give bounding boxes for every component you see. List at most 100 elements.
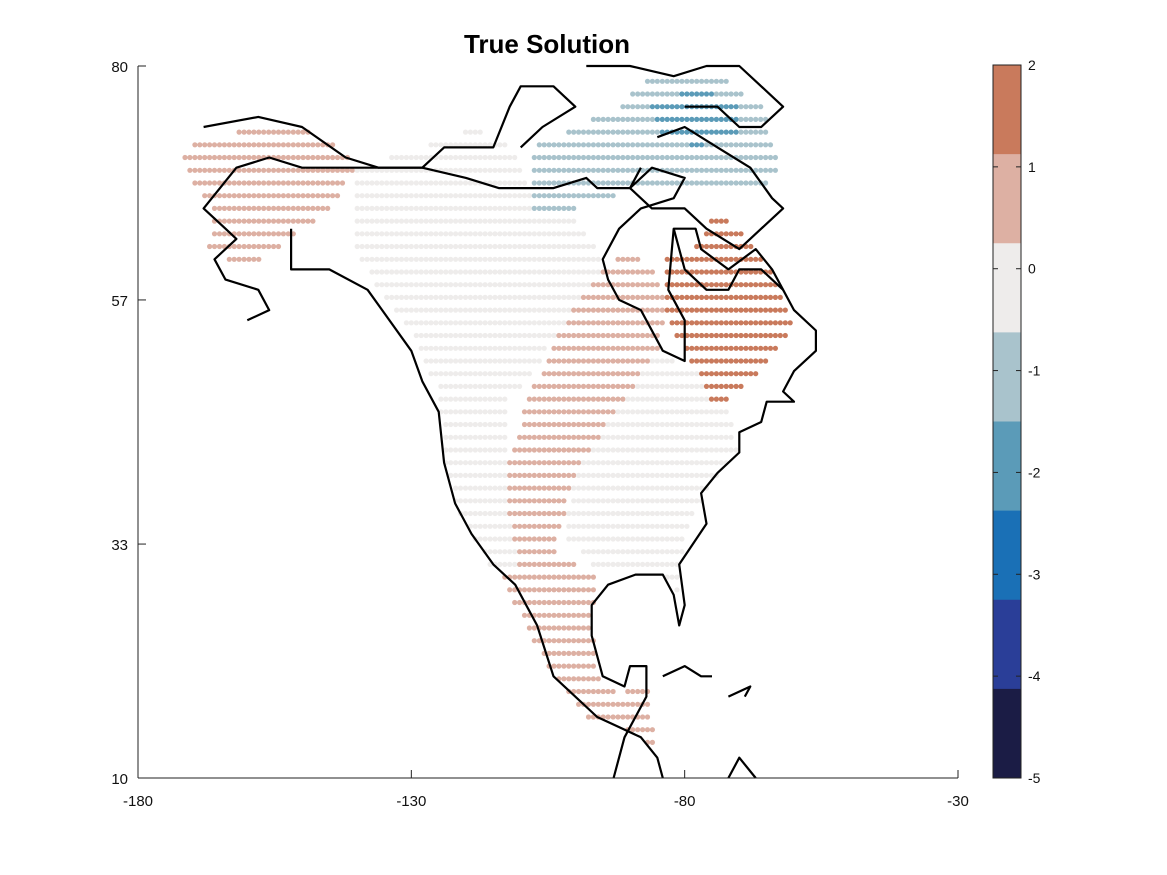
- data-point: [713, 447, 720, 453]
- data-point: [644, 307, 651, 313]
- data-point: [521, 358, 528, 364]
- data-point: [753, 180, 759, 186]
- data-point: [492, 218, 498, 224]
- data-point: [438, 332, 444, 339]
- data-point: [477, 345, 483, 351]
- data-point: [546, 180, 552, 186]
- data-point: [679, 498, 685, 504]
- data-point: [275, 180, 282, 186]
- data-point: [590, 447, 597, 453]
- data-point: [610, 396, 616, 402]
- data-point: [497, 371, 503, 377]
- data-point: [679, 396, 685, 402]
- x-tick-label: -130: [396, 793, 426, 810]
- data-point: [197, 180, 203, 186]
- data-point: [556, 523, 562, 529]
- colorbar-tick-label: 0: [1028, 261, 1036, 277]
- data-point: [566, 663, 572, 669]
- data-point: [674, 409, 680, 415]
- data-point: [699, 142, 705, 148]
- data-point: [590, 587, 597, 593]
- data-point: [526, 498, 533, 504]
- data-point: [772, 294, 779, 300]
- data-point: [487, 218, 493, 224]
- data-point: [644, 383, 651, 389]
- data-point: [556, 154, 562, 161]
- data-point: [241, 205, 247, 211]
- data-point: [738, 129, 744, 135]
- data-point: [689, 396, 695, 402]
- data-point: [600, 421, 606, 428]
- data-point: [679, 332, 685, 339]
- data-point: [236, 205, 242, 211]
- data-point: [256, 205, 262, 211]
- data-point: [482, 320, 488, 326]
- data-point: [580, 193, 587, 199]
- data-point: [413, 218, 419, 224]
- data-point: [649, 104, 656, 110]
- data-point: [448, 180, 454, 186]
- data-point: [679, 167, 685, 173]
- data-point: [654, 434, 660, 440]
- data-point: [551, 536, 557, 542]
- data-point: [566, 358, 572, 364]
- data-point: [689, 345, 695, 351]
- data-point: [482, 205, 488, 211]
- data-point: [551, 180, 557, 186]
- data-point: [492, 154, 498, 161]
- data-point: [531, 574, 537, 580]
- data-point: [561, 371, 567, 377]
- data-point: [325, 167, 331, 173]
- coastline: [290, 228, 664, 779]
- data-point: [266, 129, 272, 135]
- data-point: [526, 421, 533, 428]
- data-point: [216, 142, 223, 148]
- data-point: [630, 269, 636, 275]
- data-point: [556, 282, 562, 288]
- data-point: [517, 345, 523, 351]
- data-point: [472, 205, 478, 211]
- data-point: [305, 154, 311, 161]
- data-point: [536, 536, 542, 542]
- data-point: [595, 409, 601, 415]
- data-point: [620, 421, 626, 428]
- data-point: [398, 282, 405, 288]
- data-point: [502, 447, 508, 453]
- data-point: [536, 218, 542, 224]
- data-point: [605, 409, 611, 415]
- data-point: [723, 154, 729, 161]
- data-point: [684, 383, 690, 389]
- data-point: [630, 345, 636, 351]
- data-point: [477, 371, 483, 377]
- data-point: [517, 180, 523, 186]
- data-point: [708, 116, 715, 122]
- data-point: [280, 142, 286, 148]
- data-point: [546, 510, 552, 517]
- data-point: [536, 332, 542, 339]
- data-point: [502, 167, 508, 173]
- data-point: [477, 498, 483, 504]
- data-point: [644, 282, 651, 288]
- data-point: [438, 371, 444, 377]
- data-point: [713, 116, 720, 122]
- data-point: [630, 91, 636, 97]
- data-point: [600, 472, 606, 478]
- data-point: [669, 180, 675, 186]
- data-point: [561, 599, 567, 606]
- data-point: [443, 294, 449, 300]
- data-point: [620, 332, 626, 339]
- data-point: [398, 205, 405, 211]
- data-point: [477, 294, 483, 300]
- data-point: [605, 307, 611, 313]
- data-point: [236, 167, 242, 173]
- data-point: [664, 307, 670, 313]
- data-point: [664, 421, 670, 428]
- data-point: [482, 193, 488, 199]
- data-point: [615, 282, 621, 288]
- data-point: [566, 142, 572, 148]
- data-point: [590, 193, 597, 199]
- data-point: [684, 510, 690, 517]
- data-point: [723, 421, 729, 428]
- data-point: [600, 549, 606, 555]
- data-point: [659, 485, 665, 491]
